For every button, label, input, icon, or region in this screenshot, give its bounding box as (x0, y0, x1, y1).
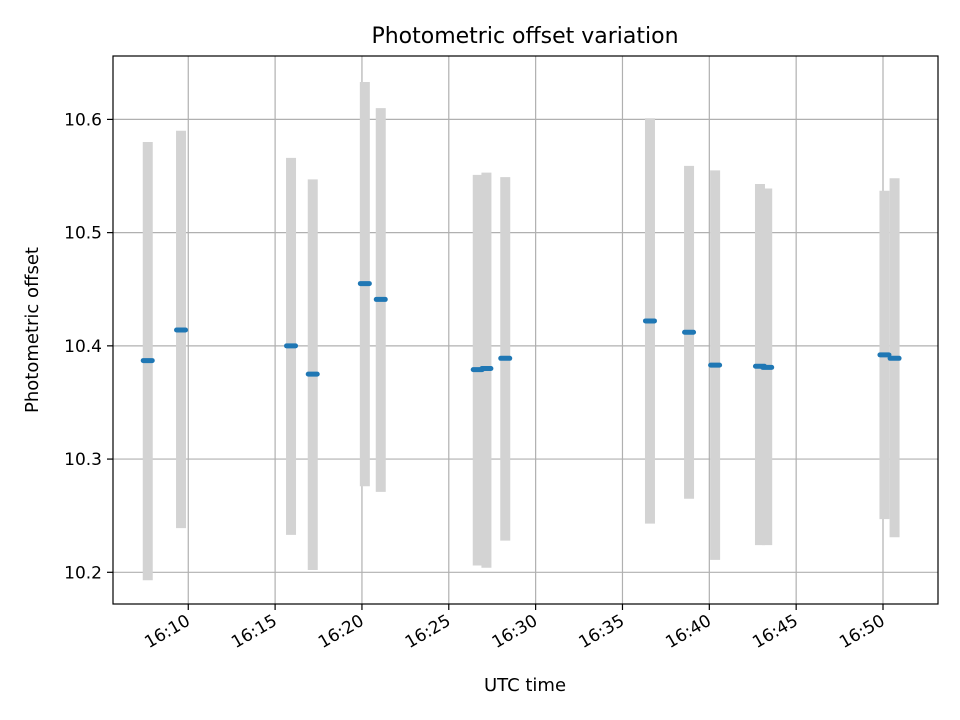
y-axis-ticks: 10.2 10.3 10.4 10.5 10.6 (64, 110, 113, 583)
y-tick-label: 10.5 (64, 224, 102, 244)
y-tick-label: 10.3 (64, 450, 102, 470)
plot-area-frame (112, 55, 939, 605)
chart-title: Photometric offset variation (371, 24, 678, 49)
y-tick-label: 10.6 (64, 110, 102, 130)
data-markers (140, 281, 902, 377)
x-axis-label: UTC time (484, 675, 566, 696)
y-tick-label: 10.4 (64, 337, 102, 357)
y-axis-label: Photometric offset (22, 247, 43, 413)
y-tick-label: 10.2 (64, 563, 102, 583)
